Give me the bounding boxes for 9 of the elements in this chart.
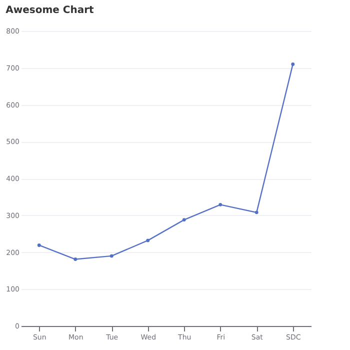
point (291, 62, 295, 66)
chart-title: Awesome Chart (6, 5, 94, 16)
point (74, 258, 78, 261)
point (182, 218, 186, 222)
point (218, 202, 222, 206)
point (146, 238, 150, 242)
point (37, 244, 41, 247)
point (254, 210, 258, 214)
point (110, 254, 114, 258)
